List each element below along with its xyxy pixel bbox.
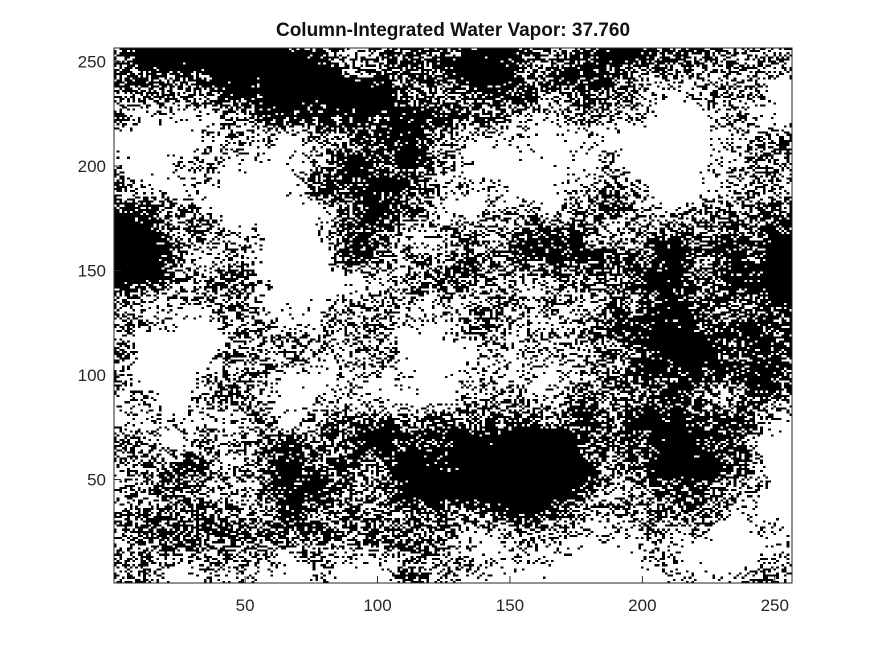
axes-frame	[113, 47, 793, 584]
heatmap-cells	[114, 48, 792, 583]
y-tick-label: 200	[78, 157, 106, 176]
x-axis: 50 100 150 200 250	[236, 576, 789, 615]
x-tick-label: 200	[628, 596, 656, 615]
x-tick-label: 50	[236, 596, 255, 615]
y-tick-label: 150	[78, 262, 106, 281]
x-tick-label: 150	[496, 596, 524, 615]
y-tick-label: 250	[78, 53, 106, 72]
y-tick-label: 100	[78, 366, 106, 385]
y-axis: 50 100 150 200 250	[78, 53, 121, 490]
y-tick-label: 50	[87, 471, 106, 490]
chart-title: Column-Integrated Water Vapor: 37.760	[275, 20, 631, 41]
x-tick-label: 100	[363, 596, 391, 615]
x-tick-label: 250	[761, 596, 789, 615]
heatmap-image	[114, 48, 792, 583]
